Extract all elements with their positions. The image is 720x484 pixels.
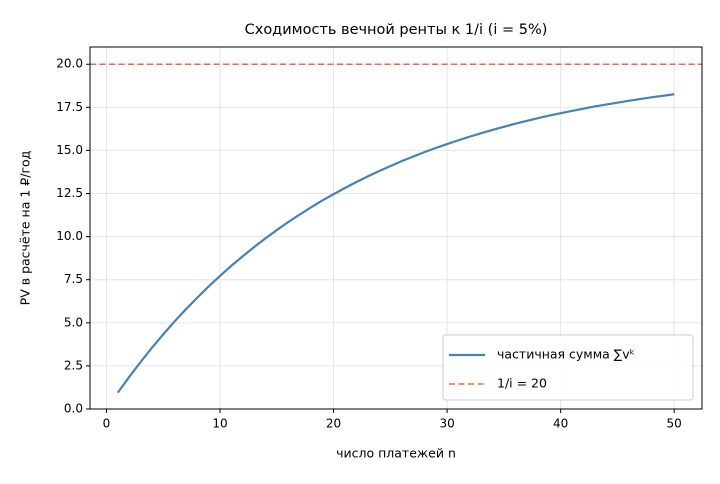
chart-title: Сходимость вечной ренты к 1/i (i = 5%): [245, 22, 548, 38]
y-tick-label: 0.0: [64, 402, 83, 416]
x-tick-label: 0: [103, 417, 111, 431]
x-axis-label: число платежей n: [336, 446, 456, 461]
x-tick-label: 40: [553, 417, 568, 431]
legend-label: 1/i = 20: [497, 376, 547, 391]
y-tick-label: 12.5: [56, 186, 83, 200]
line-series: [116, 93, 675, 394]
legend-label: частичная сумма ∑vᵏ: [497, 347, 635, 362]
axes-frame: [89, 46, 703, 410]
legend-box: [442, 334, 694, 401]
y-tick-label: 2.5: [64, 358, 83, 372]
x-tick-label: 50: [667, 417, 682, 431]
x-tick-label: 30: [439, 417, 454, 431]
x-tick-label: 10: [212, 417, 227, 431]
y-tick-label: 20.0: [56, 57, 83, 71]
y-tick-label: 10.0: [56, 229, 83, 243]
y-tick-label: 5.0: [64, 315, 83, 329]
y-axis-label: PV в расчёте на 1 ₽/год: [18, 151, 33, 306]
x-tick-label: 20: [326, 417, 341, 431]
y-tick-label: 17.5: [56, 100, 83, 114]
y-tick-label: 15.0: [56, 143, 83, 157]
legend: частичная сумма ∑vᵏ 1/i = 20: [442, 334, 694, 401]
y-tick-label: 7.5: [64, 272, 83, 286]
